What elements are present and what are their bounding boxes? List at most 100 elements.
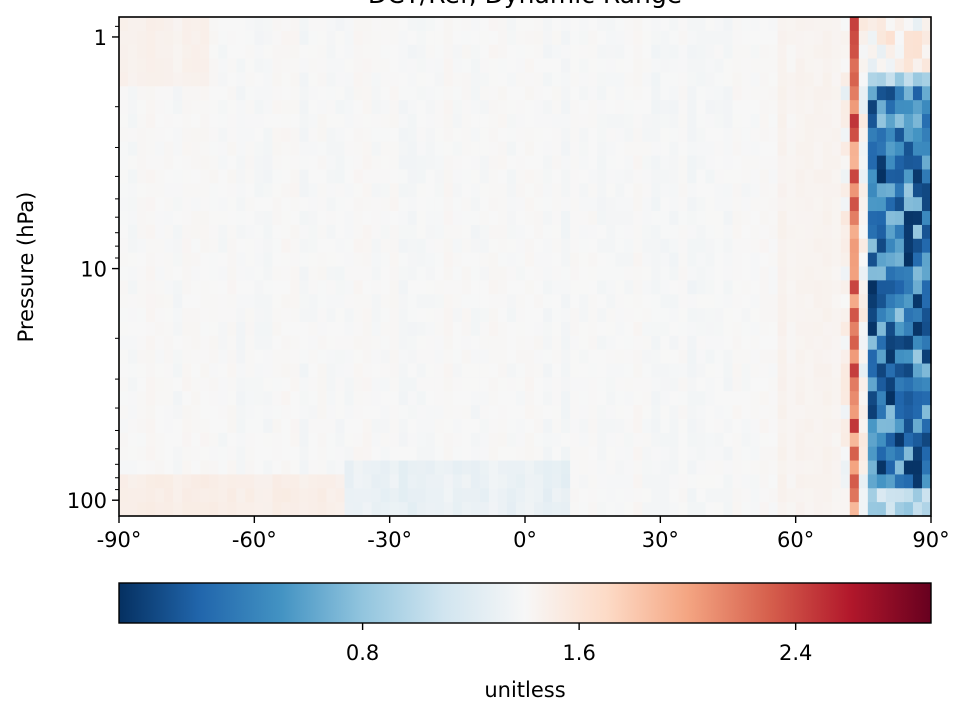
heatmap-cell [353,377,364,392]
heatmap-cell [813,460,824,476]
heatmap-cell [389,155,400,171]
heatmap-cell [506,405,517,420]
heatmap-cell [515,17,526,32]
heatmap-cell [128,197,138,212]
y-tick-label: 10 [80,258,107,282]
heatmap-cell [146,58,156,74]
heatmap-cell [669,141,679,157]
heatmap-cell [732,183,743,198]
heatmap-cell [362,183,373,198]
heatmap-cell [849,363,860,378]
heatmap-cell [146,100,156,115]
heatmap-cell [912,183,923,198]
heatmap-cell [570,335,580,351]
heatmap-cell [822,335,833,351]
heatmap-cell [768,141,779,157]
heatmap-cell [254,155,264,171]
heatmap-cell [615,197,625,212]
heatmap-cell [407,391,418,406]
heatmap-cell [218,335,228,351]
heatmap-cell [525,418,535,434]
heatmap-cell [506,363,517,378]
heatmap-cell [642,391,652,406]
heatmap-cell [777,17,788,32]
heatmap-cell [155,502,165,517]
heatmap-cell [633,100,643,115]
heatmap-cell [786,335,797,351]
heatmap-cell [461,308,472,323]
heatmap-cell [308,141,319,157]
y-tick-label: 100 [67,489,107,513]
heatmap-cell [254,224,264,240]
heatmap-cell [570,460,580,476]
heatmap-cell [561,169,571,184]
heatmap-cell [254,294,264,309]
heatmap-cell [191,44,201,60]
heatmap-cell [263,127,273,143]
heatmap-cell [425,169,436,184]
heatmap-cell [173,335,183,351]
heatmap-cell [191,349,201,365]
heatmap-cell [570,114,580,129]
heatmap-cell [227,488,237,503]
heatmap-cell [894,294,905,309]
heatmap-cell [497,266,508,281]
heatmap-cell [714,502,725,517]
heatmap-cell [714,377,725,392]
heatmap-cell [389,460,400,476]
heatmap-cell [597,141,607,157]
heatmap-cell [407,460,418,476]
heatmap-cell [840,141,851,157]
heatmap-cell [534,252,544,268]
heatmap-cell [813,280,824,295]
heatmap-cell [308,377,319,392]
heatmap-cell [452,363,463,378]
heatmap-cell [515,238,526,254]
heatmap-cell [642,335,652,351]
heatmap-cell [696,460,707,476]
heatmap-cell [227,308,237,323]
heatmap-cell [543,502,553,517]
heatmap-cell [552,349,562,365]
heatmap-cell [822,44,833,60]
heatmap-cell [903,432,914,448]
heatmap-cell [263,377,273,392]
heatmap-cell [200,266,210,281]
heatmap-cell [119,418,129,434]
heatmap-cell [786,44,797,60]
heatmap-cell [416,405,427,420]
heatmap-cell [534,294,544,309]
heatmap-cell [470,141,481,157]
heatmap-cell [470,211,481,226]
heatmap-cell [858,224,869,240]
heatmap-cell [858,446,869,462]
heatmap-cell [651,405,661,420]
heatmap-cell [461,321,472,337]
heatmap-cell [714,266,725,281]
heatmap-cell [876,335,887,351]
heatmap-cell [723,72,734,87]
heatmap-cell [362,377,373,392]
heatmap-cell [155,17,165,32]
heatmap-cell [479,100,490,115]
heatmap-cell [344,488,355,503]
heatmap-cell [786,488,797,503]
heatmap-cell [326,335,337,351]
heatmap-cell [362,252,373,268]
heatmap-cell [218,294,228,309]
heatmap-cell [182,127,192,143]
heatmap-cell [723,141,734,157]
heatmap-cell [804,238,815,254]
heatmap-cell [921,502,932,517]
heatmap-cell [732,488,743,503]
heatmap-cell [209,294,219,309]
heatmap-cell [579,377,589,392]
heatmap-cell [137,197,147,212]
heatmap-cell [380,17,391,32]
heatmap-cell [705,72,716,87]
heatmap-cell [398,460,409,476]
heatmap-cell [867,100,878,115]
heatmap-cell [254,100,264,115]
heatmap-cell [786,460,797,476]
heatmap-cell [200,86,210,101]
